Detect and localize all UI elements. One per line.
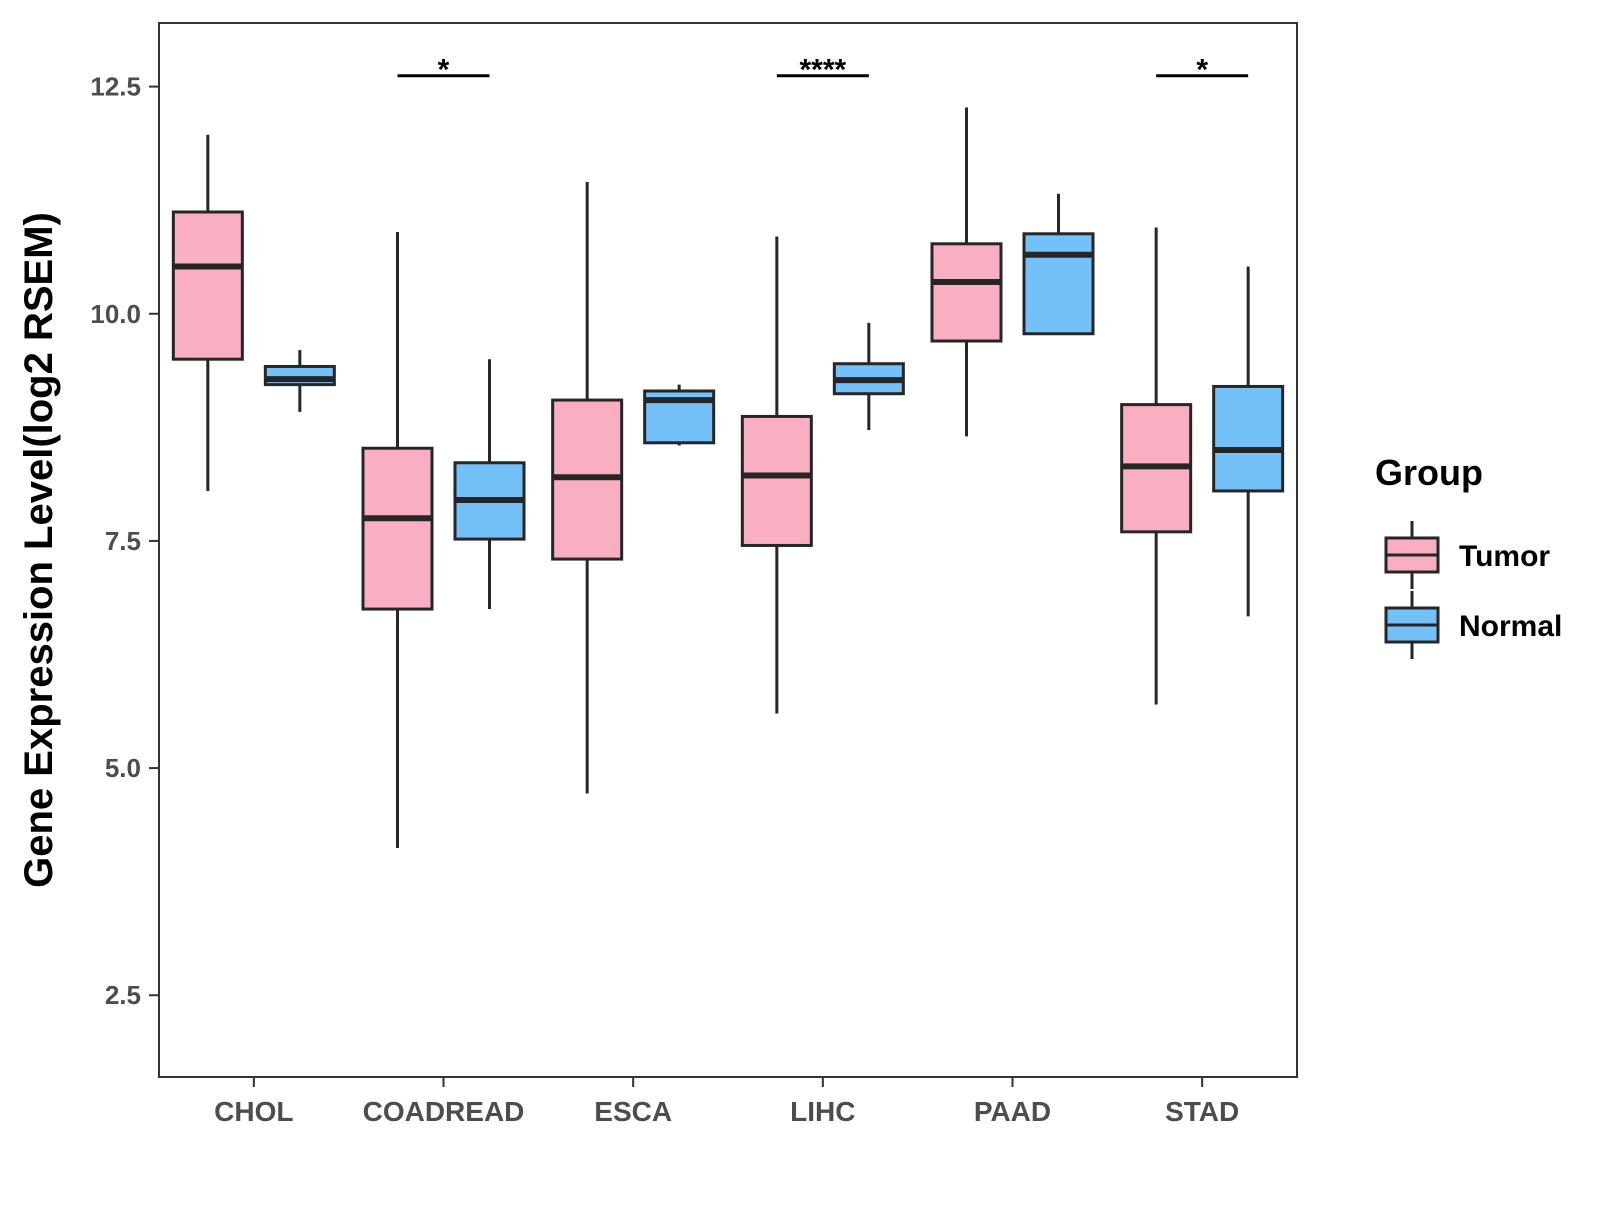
box-tumor-paad xyxy=(930,107,1003,437)
panel-border xyxy=(158,22,1298,1078)
x-tick-label: COADREAD xyxy=(363,1096,525,1127)
legend-label: Tumor xyxy=(1459,540,1550,573)
box-normal-stad xyxy=(1212,266,1285,617)
significance-label: * xyxy=(1196,54,1208,87)
box-tumor-coadread xyxy=(361,231,434,849)
box-tumor-stad xyxy=(1120,227,1193,705)
x-tick-label: ESCA xyxy=(594,1096,672,1127)
legend-item-tumor: Tumor xyxy=(1384,521,1550,589)
significance-label: * xyxy=(438,54,450,87)
y-tick-label: 12.5 xyxy=(90,72,141,102)
box-body xyxy=(361,446,434,611)
box-body xyxy=(740,414,813,547)
box-normal-paad xyxy=(1022,193,1095,336)
legend-item-normal: Normal xyxy=(1384,591,1562,659)
y-axis-title: Gene Expression Level(log2 RSEM) xyxy=(17,212,61,888)
box-normal-lihc xyxy=(832,322,905,431)
significance-stad: * xyxy=(1156,54,1249,87)
box-tumor-chol xyxy=(171,134,244,491)
significance-lihc: **** xyxy=(776,54,869,87)
box-body xyxy=(171,210,244,361)
legend: Group Tumor Normal xyxy=(1375,452,1562,659)
box-body xyxy=(1212,384,1285,493)
y-tick-label: 10.0 xyxy=(90,299,141,329)
legend-title: Group xyxy=(1375,452,1483,493)
axes: 2.5 5.0 7.5 10.0 12.5 CHOL COADREAD ESCA LIHC PAA… xyxy=(17,22,1298,1127)
significance-coadread: * xyxy=(397,54,490,87)
x-tick-label: CHOL xyxy=(214,1096,293,1127)
box-body xyxy=(1022,232,1095,336)
y-tick-label: 5.0 xyxy=(105,753,141,783)
x-tick-label: STAD xyxy=(1165,1096,1239,1127)
box-normal-esca xyxy=(643,384,716,446)
x-tick-label: PAAD xyxy=(974,1096,1051,1127)
significance-label: **** xyxy=(799,54,846,87)
box-tumor-esca xyxy=(551,182,624,794)
legend-label: Normal xyxy=(1459,610,1562,643)
box-normal-coadread xyxy=(453,359,526,610)
y-tick-label: 2.5 xyxy=(105,980,141,1010)
y-tick-label: 7.5 xyxy=(105,526,141,556)
box-normal-chol xyxy=(263,350,336,412)
plot-area: * **** * xyxy=(171,54,1285,849)
box-tumor-lihc xyxy=(740,236,813,714)
x-tick-label: LIHC xyxy=(790,1096,855,1127)
box-body xyxy=(930,242,1003,343)
